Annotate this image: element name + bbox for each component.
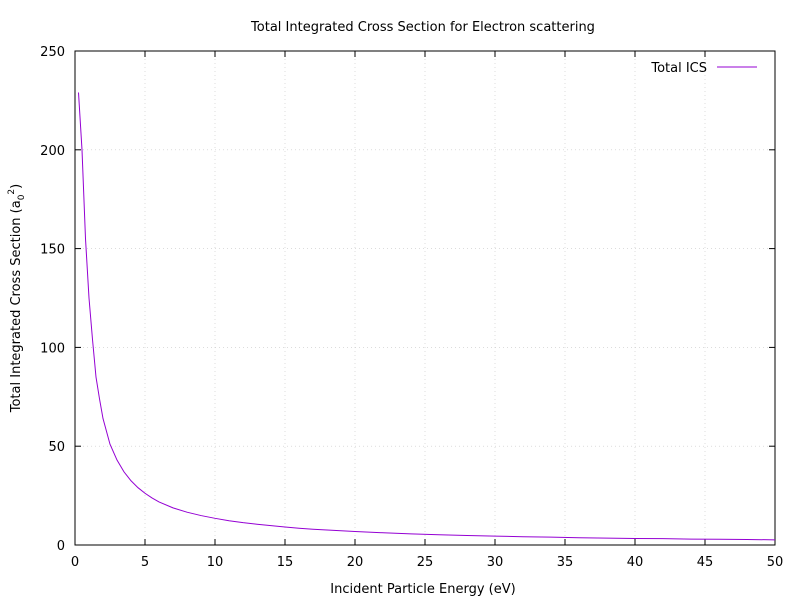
y-axis-label-main: Total Integrated Cross Section (a — [9, 200, 24, 413]
y-tick-label: 150 — [40, 243, 65, 258]
x-tick-label: 35 — [557, 555, 574, 570]
y-tick-label: 100 — [40, 341, 65, 356]
x-tick-label: 20 — [347, 555, 364, 570]
grid-lines — [75, 51, 775, 545]
legend-label: Total ICS — [650, 61, 707, 76]
chart-title: Total Integrated Cross Section for Elect… — [250, 20, 595, 35]
x-tick-label: 45 — [697, 555, 714, 570]
x-tick-label: 0 — [71, 555, 79, 570]
x-tick-label: 30 — [487, 555, 504, 570]
y-tick-label: 0 — [57, 539, 65, 554]
x-tick-label: 40 — [627, 555, 644, 570]
x-axis-label: Incident Particle Energy (eV) — [330, 582, 515, 597]
axis-ticks — [74, 50, 776, 546]
series-line-total-ics — [78, 92, 776, 541]
y-axis-label-sub: 0 — [17, 194, 27, 200]
y-tick-label: 50 — [48, 440, 65, 455]
x-tick-label: 5 — [141, 555, 149, 570]
y-axis-label: Total Integrated Cross Section (a02) — [7, 184, 27, 414]
x-tick-labels: 0 5 10 15 20 25 30 35 40 45 50 — [71, 555, 783, 570]
y-axis-label-close: ) — [9, 184, 24, 189]
x-tick-label: 25 — [417, 555, 434, 570]
x-tick-label: 15 — [277, 555, 294, 570]
series-layer — [78, 92, 776, 541]
legend: Total ICS — [650, 61, 757, 76]
plot-frame — [74, 50, 776, 546]
x-tick-label: 50 — [767, 555, 784, 570]
x-tick-label: 10 — [207, 555, 224, 570]
y-tick-label: 250 — [40, 45, 65, 60]
y-tick-labels: 0 50 100 150 200 250 — [40, 45, 65, 554]
y-axis-label-sup: 2 — [7, 189, 17, 195]
y-tick-label: 200 — [40, 144, 65, 159]
